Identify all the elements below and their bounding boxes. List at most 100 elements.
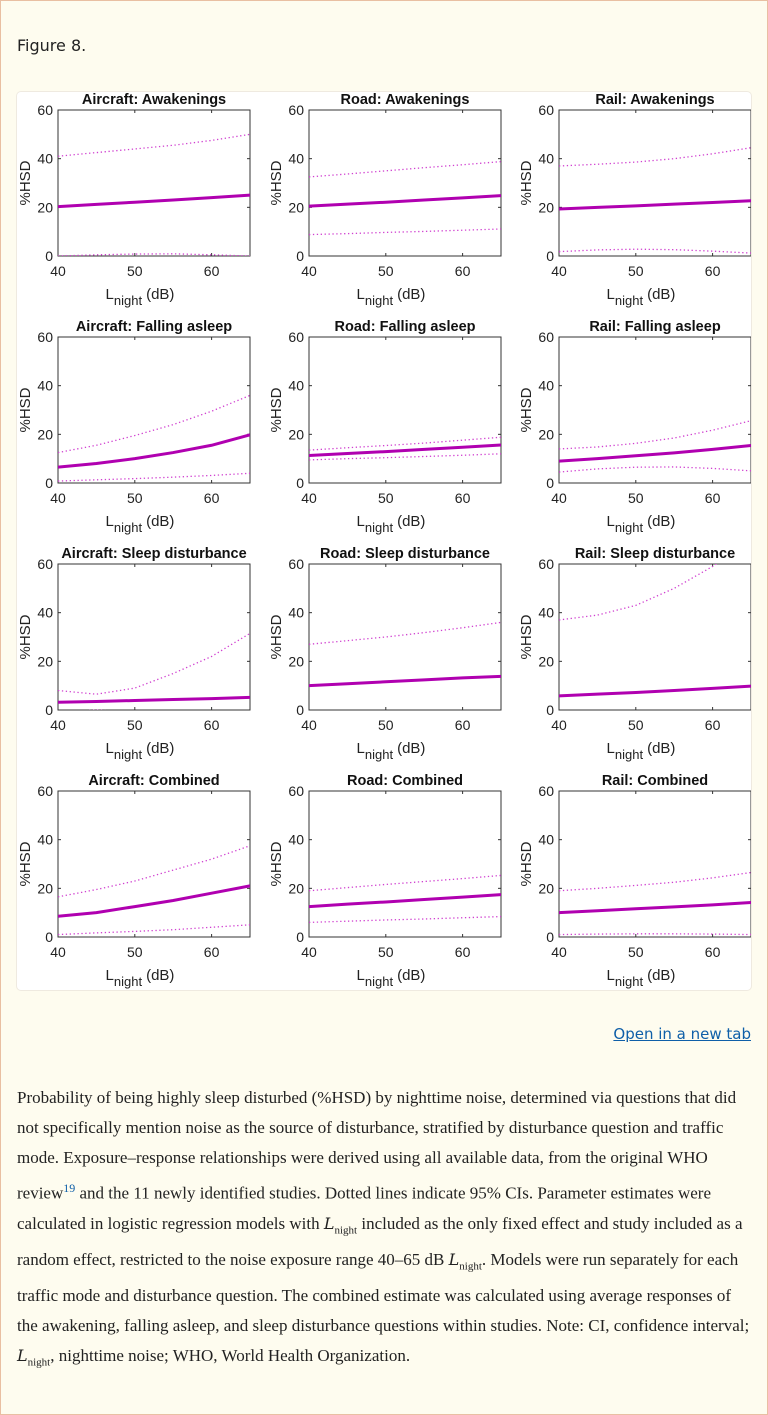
y-tick-label: 0 — [546, 248, 554, 264]
ci-line — [58, 472, 250, 482]
y-tick-label: 60 — [37, 329, 53, 345]
ci-line — [559, 466, 751, 473]
y-tick-label: 0 — [546, 702, 554, 718]
x-tick-label: 50 — [628, 717, 644, 733]
x-tick-label: 60 — [705, 717, 721, 733]
y-axis-label: %HSD — [17, 387, 34, 432]
y-tick-label: 20 — [288, 426, 304, 442]
caption-text: Probability of being highly sleep distur… — [17, 1088, 737, 1203]
math-lnight: Lnight — [17, 1346, 51, 1369]
chart-title: Rail: Combined — [602, 773, 708, 789]
chart-panel: 0 20 40 60 40 50 60 Road: Combined %HSD Lnight (dB… — [268, 773, 502, 989]
chart-panel: 0 20 40 60 40 50 60 Road: Awakenings %HSD Lnight(… — [268, 92, 502, 308]
ci-line — [559, 871, 751, 892]
x-axis-label: Lnight (dB) — [607, 286, 676, 308]
y-tick-label: 20 — [37, 199, 53, 215]
caption-text: . Models were run separately for each tr… — [17, 1250, 750, 1336]
y-axis-label: %HSD — [518, 841, 535, 886]
y-tick-label: 60 — [538, 556, 554, 572]
x-tick-label: 60 — [705, 944, 721, 960]
chart-panel: 0 20 40 60 40 50 60 Aircraft: Falling asleep %HS… — [17, 319, 251, 535]
x-tick-label: 50 — [127, 263, 143, 279]
math-lnight: Lnight — [323, 1213, 358, 1237]
caption-text: and the 11 newly identified studies. Dot… — [17, 1183, 712, 1233]
y-tick-label: 0 — [45, 702, 53, 718]
y-tick-label: 20 — [37, 426, 53, 442]
ci-line — [58, 845, 250, 898]
x-tick-label: 50 — [378, 263, 394, 279]
x-axis-label: Lnight (dB) — [106, 513, 175, 535]
x-tick-label: 50 — [378, 490, 394, 506]
y-axis-label: %HSD — [17, 160, 34, 205]
plot-area — [57, 790, 251, 938]
y-tick-label: 20 — [288, 199, 304, 215]
y-tick-label: 40 — [288, 151, 304, 167]
ci-line — [86, 709, 107, 710]
y-tick-label: 40 — [288, 605, 304, 621]
ci-line — [58, 133, 250, 157]
y-tick-label: 60 — [288, 329, 304, 345]
x-tick-label: 60 — [204, 490, 220, 506]
x-tick-label: 60 — [705, 490, 721, 506]
plot-area — [57, 109, 251, 257]
y-axis-label: %HSD — [518, 614, 535, 659]
x-tick-label: 60 — [705, 263, 721, 279]
ci-line — [559, 147, 751, 167]
x-tick-label: 40 — [301, 263, 317, 279]
ci-line — [58, 253, 250, 256]
plot-area — [57, 563, 251, 711]
x-tick-label: 60 — [204, 263, 220, 279]
x-tick-label: 50 — [127, 490, 143, 506]
chart-title: Rail: Awakenings — [595, 92, 714, 108]
y-tick-label: 0 — [296, 702, 304, 718]
chart-panel: 0 20 40 60 40 50 60 Road: Falling asleep %HSD Lni… — [268, 319, 502, 535]
ci-line — [309, 874, 501, 892]
x-tick-label: 50 — [628, 490, 644, 506]
x-axis-label: Lnight (dB) — [607, 740, 676, 762]
ci-line — [559, 248, 751, 254]
x-tick-label: 60 — [455, 490, 471, 506]
y-tick-label: 20 — [37, 880, 53, 896]
y-tick-label: 40 — [37, 832, 53, 848]
chart-title: Rail: Falling asleep — [589, 319, 720, 335]
y-tick-label: 60 — [538, 102, 554, 118]
x-tick-label: 50 — [378, 717, 394, 733]
estimate-line — [58, 193, 250, 209]
chart-panel: 0 20 40 60 40 50 60 Rail: Awakenings %HSD Lnight(… — [518, 92, 751, 308]
x-tick-label: 40 — [50, 263, 66, 279]
estimate-line — [309, 194, 501, 208]
x-tick-label: 40 — [551, 263, 567, 279]
plot-area — [558, 563, 751, 711]
y-tick-label: 40 — [538, 832, 554, 848]
estimate-line — [309, 443, 501, 458]
estimate-line — [559, 900, 751, 915]
chart-title: Road: Sleep disturbance — [320, 546, 490, 562]
y-tick-label: 60 — [538, 783, 554, 799]
y-tick-label: 0 — [296, 929, 304, 945]
y-tick-label: 40 — [288, 378, 304, 394]
ci-line — [559, 564, 718, 621]
y-tick-label: 60 — [538, 329, 554, 345]
x-tick-label: 40 — [301, 490, 317, 506]
chart-panel: 0 20 40 60 40 50 60 Aircraft: Sleep disturbance… — [17, 546, 251, 762]
x-axis-label: Lnight (dB) — [607, 967, 676, 989]
chart-panel: 0 20 40 60 40 50 60 Aircraft: Combined %HSD Lnigh… — [17, 773, 251, 989]
figure-image: 0 20 40 60 40 50 60 Aircraft: Awakenings %HSD Lni… — [17, 92, 751, 990]
reference-link[interactable]: 19 — [63, 1181, 76, 1195]
y-tick-label: 0 — [45, 475, 53, 491]
chart-panel: 0 20 40 60 40 50 60 Aircraft: Awakenings %HSD Lni… — [17, 92, 251, 308]
x-tick-label: 40 — [301, 717, 317, 733]
x-axis-label: Lnight (dB) — [357, 740, 426, 762]
y-tick-label: 20 — [538, 653, 554, 669]
x-tick-label: 50 — [628, 944, 644, 960]
x-tick-label: 60 — [204, 717, 220, 733]
y-tick-label: 60 — [288, 102, 304, 118]
ci-line — [309, 436, 501, 451]
y-tick-label: 20 — [288, 880, 304, 896]
y-tick-label: 60 — [288, 783, 304, 799]
x-tick-label: 40 — [301, 944, 317, 960]
y-tick-label: 40 — [538, 151, 554, 167]
y-axis-label: %HSD — [268, 841, 285, 886]
chart-panel: 0 20 40 60 40 50 60 Road: Sleep disturbance %HSD… — [268, 546, 502, 762]
open-in-new-tab-link[interactable]: Open in a new tab — [613, 1025, 751, 1043]
